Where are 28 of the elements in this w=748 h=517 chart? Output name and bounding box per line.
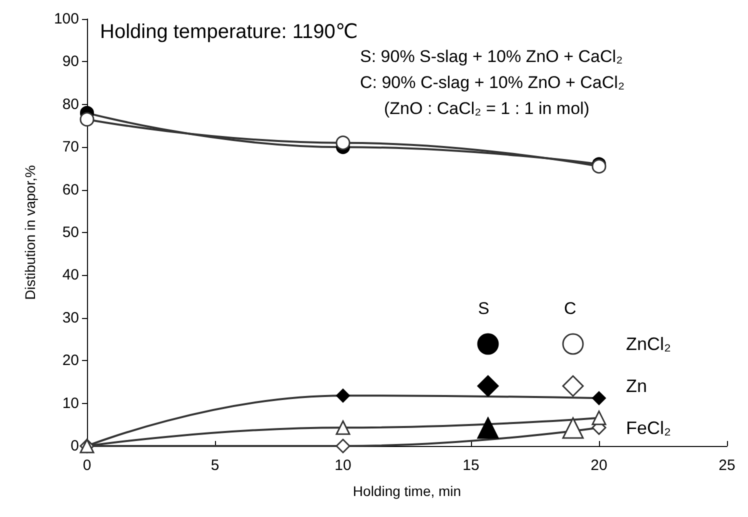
x-tick-label: 5 xyxy=(210,457,220,474)
y-tick-label: 50 xyxy=(62,224,79,241)
annotation: Holding temperature: 1190℃ xyxy=(100,21,358,43)
y-tick-label: 100 xyxy=(54,10,79,28)
x-tick-label: 25 xyxy=(718,457,736,474)
y-axis-title: Distibution in vapor,% xyxy=(22,165,38,300)
annotation: FeCl₂ xyxy=(626,418,672,438)
y-tick-label: 80 xyxy=(62,96,79,113)
annotation: (ZnO : CaCl₂ = 1 : 1 in mol) xyxy=(384,99,590,118)
y-tick-label: 70 xyxy=(62,138,79,156)
x-tick-label: 15 xyxy=(462,457,480,474)
x-axis-title: Holding time, min xyxy=(352,483,462,499)
y-tick-label: 20 xyxy=(62,352,79,370)
y-tick-label: 90 xyxy=(62,53,79,70)
annotation: C xyxy=(564,299,576,318)
y-tick-label: 30 xyxy=(62,309,79,326)
y-tick-label: 40 xyxy=(62,266,79,284)
y-tick-label: 0 xyxy=(70,438,79,454)
x-tick-label: 10 xyxy=(334,457,352,474)
x-tick-label: 0 xyxy=(82,457,92,474)
annotation: Zn xyxy=(626,376,648,396)
annotation: C: 90% C-slag + 10% ZnO + CaCl₂ xyxy=(360,73,625,92)
annotation: S: 90% S-slag + 10% ZnO + CaCl₂ xyxy=(360,47,623,66)
y-tick-label: 60 xyxy=(62,181,79,198)
annotation: ZnCl₂ xyxy=(626,334,672,354)
x-tick-label: 20 xyxy=(590,457,608,474)
annotation: S xyxy=(478,299,490,318)
y-tick-label: 10 xyxy=(62,394,79,412)
